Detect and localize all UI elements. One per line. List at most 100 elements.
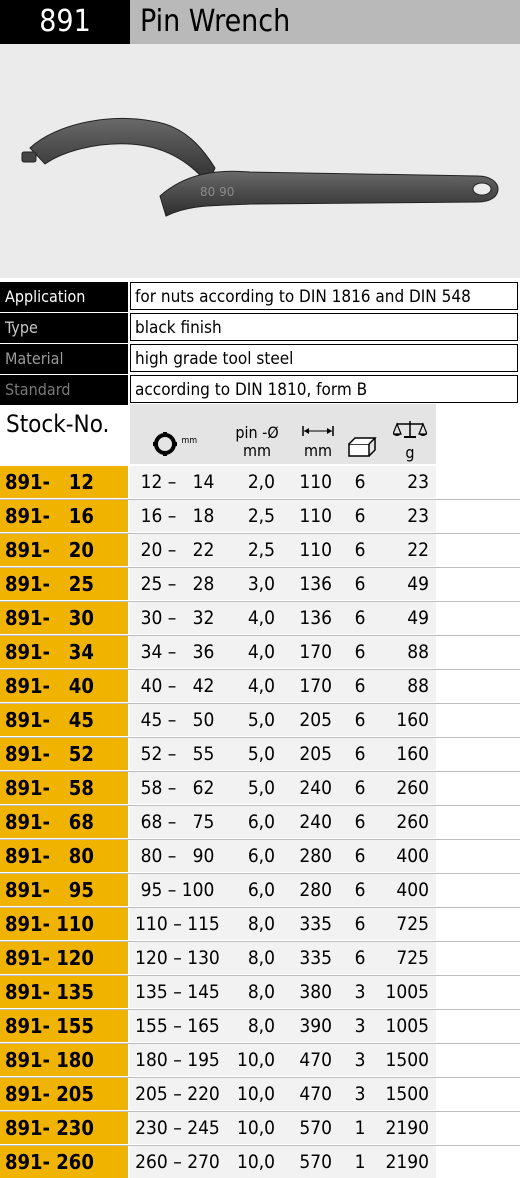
stock-number-cell: 891- 52 bbox=[0, 738, 128, 770]
pin-header-line1: pin -Ø bbox=[235, 423, 279, 442]
table-row: 891- 95 95 – 100 6,0 280 6 400 bbox=[0, 874, 520, 906]
nut-range-cell: 34 – 36 bbox=[140, 641, 215, 663]
weight-cell: 23 bbox=[407, 471, 429, 493]
row-divider bbox=[0, 873, 520, 874]
row-band bbox=[130, 874, 436, 906]
pack-qty-cell: 3 bbox=[354, 1015, 366, 1037]
property-type: Type black finish bbox=[0, 313, 520, 343]
nut-range-cell: 260 – 270 bbox=[135, 1151, 220, 1173]
nut-range-cell: 205 – 220 bbox=[135, 1083, 220, 1105]
pack-qty-cell: 6 bbox=[354, 743, 366, 765]
product-photo: 80 90 bbox=[0, 44, 520, 278]
weight-column-header: g bbox=[390, 420, 430, 462]
weight-cell: 725 bbox=[396, 913, 429, 935]
length-cell: 280 bbox=[299, 845, 332, 867]
table-row: 891- 25 25 – 28 3,0 136 6 49 bbox=[0, 568, 520, 600]
row-divider bbox=[0, 907, 520, 908]
nut-range-cell: 155 – 165 bbox=[135, 1015, 220, 1037]
pack-qty-cell: 1 bbox=[354, 1117, 366, 1139]
property-label: Material bbox=[0, 344, 128, 374]
nut-range-cell: 45 – 50 bbox=[140, 709, 215, 731]
stock-number-cell: 891- 230 bbox=[0, 1112, 128, 1144]
table-row: 891- 205 205 – 220 10,0 470 3 1500 bbox=[0, 1078, 520, 1110]
table-row: 891- 20 20 – 22 2,5 110 6 22 bbox=[0, 534, 520, 566]
row-band bbox=[130, 636, 436, 668]
length-cell: 110 bbox=[299, 539, 332, 561]
pack-qty-cell: 6 bbox=[354, 607, 366, 629]
row-band bbox=[130, 704, 436, 736]
length-cell: 110 bbox=[299, 505, 332, 527]
weight-cell: 160 bbox=[396, 743, 429, 765]
nut-range-cell: 58 – 62 bbox=[140, 777, 215, 799]
nut-range-cell: 20 – 22 bbox=[140, 539, 215, 561]
pack-qty-cell: 6 bbox=[354, 913, 366, 935]
property-label: Application bbox=[0, 282, 128, 312]
row-divider bbox=[0, 941, 520, 942]
length-cell: 240 bbox=[299, 811, 332, 833]
pack-qty-cell: 3 bbox=[354, 1083, 366, 1105]
weight-cell: 22 bbox=[407, 539, 429, 561]
pin-diameter-cell: 6,0 bbox=[247, 811, 275, 833]
nut-range-cell: 25 – 28 bbox=[140, 573, 215, 595]
length-cell: 205 bbox=[299, 709, 332, 731]
pack-column-header bbox=[346, 436, 378, 462]
row-divider bbox=[0, 703, 520, 704]
table-row: 891- 135 135 – 145 8,0 380 3 1005 bbox=[0, 976, 520, 1008]
row-divider bbox=[0, 1009, 520, 1010]
nut-range-icon bbox=[152, 432, 177, 456]
stock-no-heading: Stock-No. bbox=[6, 410, 110, 438]
length-cell: 280 bbox=[299, 879, 332, 901]
weight-cell: 88 bbox=[407, 641, 429, 663]
range-column-header: mm bbox=[150, 432, 200, 456]
stock-number-cell: 891- 260 bbox=[0, 1146, 128, 1178]
nut-range-cell: 80 – 90 bbox=[140, 845, 215, 867]
nut-range-cell: 52 – 55 bbox=[140, 743, 215, 765]
row-band bbox=[130, 942, 436, 974]
pin-diameter-cell: 4,0 bbox=[247, 675, 275, 697]
stock-number-cell: 891- 205 bbox=[0, 1078, 128, 1110]
row-band bbox=[130, 1078, 436, 1110]
pack-qty-cell: 3 bbox=[354, 981, 366, 1003]
length-cell: 335 bbox=[299, 947, 332, 969]
nut-range-cell: 95 – 100 bbox=[140, 879, 215, 901]
stock-number-cell: 891- 180 bbox=[0, 1044, 128, 1076]
length-unit: mm bbox=[303, 441, 333, 460]
pin-diameter-cell: 8,0 bbox=[247, 947, 275, 969]
pin-diameter-cell: 4,0 bbox=[247, 641, 275, 663]
weight-cell: 400 bbox=[396, 879, 429, 901]
pin-diameter-cell: 5,0 bbox=[247, 777, 275, 799]
nut-range-cell: 30 – 32 bbox=[140, 607, 215, 629]
table-row: 891- 230 230 – 245 10,0 570 1 2190 bbox=[0, 1112, 520, 1144]
table-row: 891- 260 260 – 270 10,0 570 1 2190 bbox=[0, 1146, 520, 1178]
stock-number-cell: 891- 25 bbox=[0, 568, 128, 600]
product-title: Pin Wrench bbox=[130, 0, 520, 44]
pin-diameter-cell: 10,0 bbox=[236, 1083, 275, 1105]
pack-qty-cell: 1 bbox=[354, 1151, 366, 1173]
row-band bbox=[130, 1044, 436, 1076]
table-row: 891- 68 68 – 75 6,0 240 6 260 bbox=[0, 806, 520, 838]
weight-cell: 1500 bbox=[385, 1049, 430, 1071]
length-cell: 335 bbox=[299, 913, 332, 935]
stock-number-cell: 891- 34 bbox=[0, 636, 128, 668]
nut-range-cell: 16 – 18 bbox=[140, 505, 215, 527]
nut-range-cell: 230 – 245 bbox=[135, 1117, 220, 1139]
pack-qty-cell: 6 bbox=[354, 675, 366, 697]
pack-qty-cell: 6 bbox=[354, 573, 366, 595]
pin-diameter-cell: 4,0 bbox=[247, 607, 275, 629]
property-label: Type bbox=[0, 313, 128, 343]
pin-wrench-image: 80 90 bbox=[21, 118, 499, 217]
length-cell: 110 bbox=[299, 471, 332, 493]
table-header: Stock-No. mm pin -Ø mm mm bbox=[0, 404, 520, 464]
stock-number-cell: 891- 95 bbox=[0, 874, 128, 906]
table-row: 891- 110 110 – 115 8,0 335 6 725 bbox=[0, 908, 520, 940]
weight-cell: 1005 bbox=[385, 981, 430, 1003]
row-band bbox=[130, 1146, 436, 1178]
row-divider bbox=[0, 737, 520, 738]
weight-cell: 88 bbox=[407, 675, 429, 697]
row-band bbox=[130, 772, 436, 804]
pack-qty-cell: 6 bbox=[354, 505, 366, 527]
stock-number-cell: 891- 58 bbox=[0, 772, 128, 804]
weight-cell: 160 bbox=[396, 709, 429, 731]
row-band bbox=[130, 1112, 436, 1144]
package-icon bbox=[348, 437, 377, 457]
